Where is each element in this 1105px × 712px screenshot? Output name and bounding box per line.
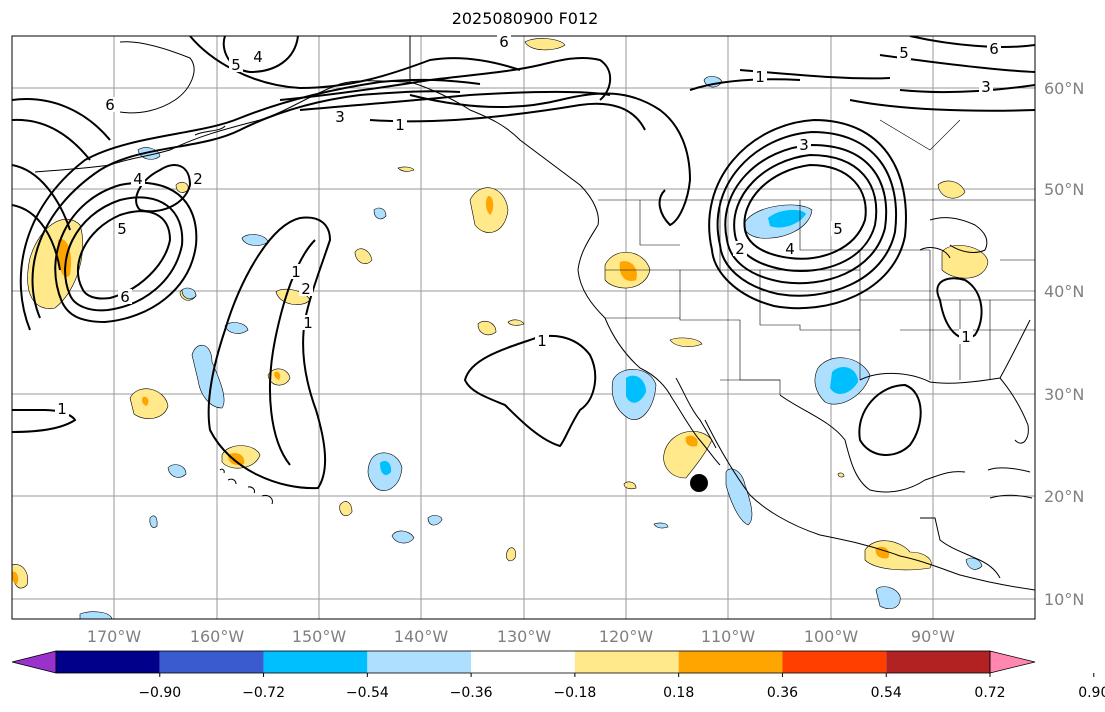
latitude-labels: 60°N 50°N 40°N 30°N 20°N 10°N <box>1044 79 1084 609</box>
contour-label-halo <box>191 171 205 186</box>
contour-label: 3 <box>335 108 345 126</box>
lon-label: 130°W <box>497 627 552 646</box>
colorbar-tick-label: 0.18 <box>663 685 694 701</box>
contour-label-halo <box>797 137 811 152</box>
map-frame <box>11 35 1036 620</box>
colorbar <box>11 650 1036 674</box>
contour-label-halo <box>289 264 303 279</box>
contour-label: 2 <box>193 170 203 188</box>
colorbar-segment <box>782 651 887 673</box>
contour-label: 2 <box>301 280 311 298</box>
contour-label-halo <box>229 57 243 72</box>
contour-label: 3 <box>981 78 991 96</box>
contour-label-halo <box>118 289 132 304</box>
colorbar-tick-label: −0.36 <box>450 685 493 701</box>
contour-label-halo <box>55 401 69 416</box>
contour-label-halo <box>987 41 1001 56</box>
contour-label-halo <box>299 281 313 296</box>
contour-label: 1 <box>755 68 765 86</box>
contour-label: 5 <box>117 220 127 238</box>
lon-label: 170°W <box>87 627 142 646</box>
lon-label: 150°W <box>292 627 347 646</box>
colorbar-tick-label: −0.72 <box>242 685 285 701</box>
contour-label: 1 <box>961 328 971 346</box>
contour-label: 5 <box>899 44 909 62</box>
colorbar-segment <box>678 651 783 673</box>
colorbar-segment <box>159 651 264 673</box>
contour-label: 1 <box>303 314 313 332</box>
contour-label: 6 <box>105 96 115 114</box>
contour-label-halo <box>131 171 145 186</box>
contour-label-halo <box>393 117 407 132</box>
lat-label: 10°N <box>1044 590 1084 609</box>
gridlines <box>12 36 1035 619</box>
contour-label-halo <box>333 109 347 124</box>
positive-anomaly-fills <box>12 38 989 589</box>
colorbar-tick-label: −0.90 <box>138 685 181 701</box>
contour-label: 6 <box>120 288 130 306</box>
contour-label-halo <box>103 97 117 112</box>
contour-label-halo <box>783 241 797 256</box>
contour-label: 5 <box>231 56 241 74</box>
colorbar-tick-label: 0.36 <box>767 685 798 701</box>
contour-label: 1 <box>291 263 301 281</box>
contour-label: 3 <box>799 136 809 154</box>
contour-label: 1 <box>57 400 67 418</box>
colorbar-outline <box>55 650 991 674</box>
colorbar-tick-label: 0.72 <box>974 685 1005 701</box>
colorbar-tick-label: 0.90 <box>1078 685 1105 701</box>
lat-label: 50°N <box>1044 180 1084 199</box>
colorbar-segment <box>886 651 990 673</box>
contour-label: 4 <box>785 240 795 258</box>
contour-label-halo <box>497 34 511 49</box>
lon-label: 90°W <box>911 627 955 646</box>
contour-label-halo <box>831 221 845 236</box>
negative-anomaly-fills <box>79 76 983 619</box>
colorbar-tick-label: −0.18 <box>553 685 596 701</box>
contour-label: 2 <box>735 240 745 258</box>
colorbar-tick-labels: −0.90 −0.72 −0.54 −0.36 −0.18 0.18 0.36 0.54 0.7… <box>138 673 1105 701</box>
lat-label: 20°N <box>1044 487 1084 506</box>
lon-label: 160°W <box>190 627 245 646</box>
contour-label: 5 <box>833 220 843 238</box>
contour-label: 1 <box>537 332 547 350</box>
contour-label-halo <box>535 333 549 348</box>
colorbar-segment <box>574 651 679 673</box>
colorbar-tick-label: −0.54 <box>346 685 389 701</box>
lat-label: 60°N <box>1044 79 1084 98</box>
lon-label: 140°W <box>394 627 449 646</box>
lat-label: 30°N <box>1044 385 1084 404</box>
contour-label: 6 <box>989 40 999 58</box>
storm-center-dot <box>690 474 708 492</box>
contour-label-halo <box>753 69 767 84</box>
contour-label-halo <box>959 329 973 344</box>
contour-label-halo <box>733 241 747 256</box>
colorbar-segment <box>471 651 575 673</box>
longitude-labels: 170°W 160°W 150°W 140°W 130°W 120°W 110°W 100°W… <box>87 627 955 646</box>
contour-label: 6 <box>499 33 509 51</box>
contour-label: 1 <box>395 116 405 134</box>
colorbar-extend-min <box>11 650 57 674</box>
lon-label: 100°W <box>804 627 859 646</box>
contour-label: 4 <box>253 48 263 66</box>
coastlines <box>34 36 1035 591</box>
contour-lines <box>12 36 1035 490</box>
lon-label: 110°W <box>701 627 756 646</box>
contour-label-halo <box>301 315 315 330</box>
colorbar-extend-max <box>989 650 1036 674</box>
colorbar-tick-label: 0.54 <box>871 685 902 701</box>
colorbar-segment <box>56 651 160 673</box>
contour-label: 4 <box>133 170 143 188</box>
colorbar-segment <box>263 651 368 673</box>
map-title: 2025080900 F012 <box>451 9 599 28</box>
contour-label-halo <box>251 49 265 64</box>
colorbar-segment <box>367 651 472 673</box>
contour-label-halo <box>115 221 129 236</box>
contour-label-halo <box>979 79 993 94</box>
lat-label: 40°N <box>1044 282 1084 301</box>
contour-label-halo <box>897 45 911 60</box>
lon-label: 120°W <box>599 627 654 646</box>
